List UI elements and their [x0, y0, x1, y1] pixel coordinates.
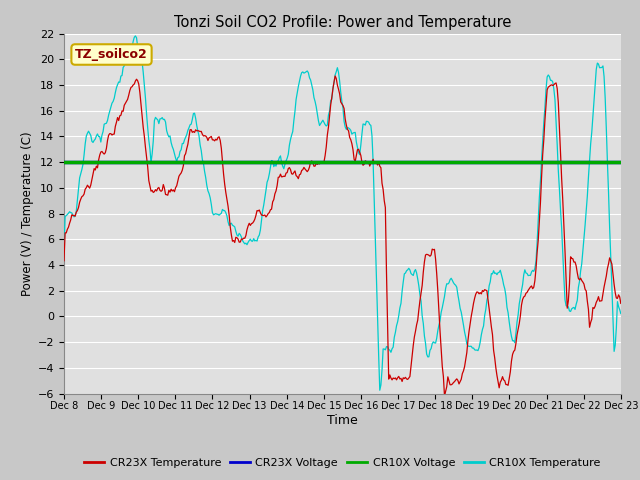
- Text: TZ_soilco2: TZ_soilco2: [75, 48, 148, 61]
- X-axis label: Time: Time: [327, 414, 358, 427]
- Legend: CR23X Temperature, CR23X Voltage, CR10X Voltage, CR10X Temperature: CR23X Temperature, CR23X Voltage, CR10X …: [79, 453, 605, 472]
- Y-axis label: Power (V) / Temperature (C): Power (V) / Temperature (C): [20, 132, 34, 296]
- Title: Tonzi Soil CO2 Profile: Power and Temperature: Tonzi Soil CO2 Profile: Power and Temper…: [173, 15, 511, 30]
